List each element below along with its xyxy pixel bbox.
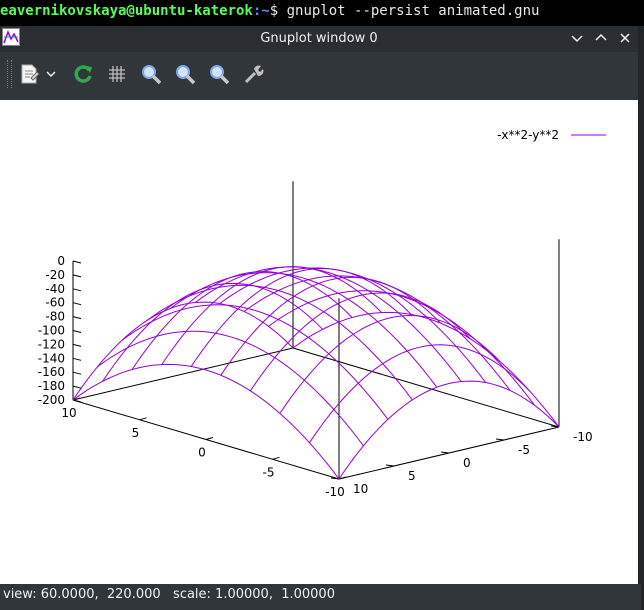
grid-icon[interactable] [102, 59, 132, 89]
z-tick-label: -120 [38, 337, 65, 351]
maximize-icon[interactable] [590, 26, 612, 52]
z-tick [72, 371, 82, 375]
y-tick [550, 425, 560, 428]
x-tick-label: 10 [61, 406, 76, 420]
status-bar: view: 60.0000, 220.000 scale: 1.00000, 1… [0, 584, 641, 610]
surface-isoline-y [72, 363, 340, 480]
y-tick [495, 438, 505, 441]
zoom-next-icon[interactable] [170, 59, 200, 89]
z-tick [72, 385, 82, 389]
autoscale-icon[interactable] [204, 59, 234, 89]
z-tick-label: -180 [38, 379, 65, 393]
x-tick-label: 0 [198, 446, 206, 460]
y-tick [330, 477, 340, 480]
x-tick [139, 417, 147, 421]
x-tick [205, 437, 214, 440]
export-icon[interactable] [14, 59, 44, 89]
surface-isoline-x [308, 344, 530, 444]
replot-icon[interactable] [68, 59, 98, 89]
z-tick-label: -80 [45, 310, 65, 324]
y-tick [440, 451, 450, 454]
z-tick-label: -60 [45, 296, 65, 310]
surface-isoline-x [220, 276, 442, 376]
z-tick-label: -200 [38, 393, 65, 407]
x-tick-label: 5 [132, 426, 140, 440]
surface-isoline-x [72, 301, 294, 401]
gnuplot-window: Gnuplot window 0 [0, 26, 641, 610]
z-tick [72, 343, 82, 347]
y-tick-label: -5 [518, 443, 530, 457]
z-tick [72, 274, 82, 278]
z-tick [72, 399, 82, 403]
surface-isoline-y [194, 266, 462, 382]
surface-isoline-x [131, 271, 353, 370]
z-tick [72, 330, 82, 333]
window-titlebar[interactable]: Gnuplot window 0 [0, 26, 638, 52]
y-tick-label: 5 [408, 469, 416, 483]
surface-isoline-y [121, 304, 389, 420]
terminal-output: eavernikovskaya@ubuntu-katerok:~$ gnuplo… [0, 0, 644, 26]
y-tick-label: -10 [573, 430, 593, 444]
surface-isoline-y [268, 290, 535, 406]
surface-isoline-y [97, 330, 364, 447]
close-icon[interactable] [614, 26, 636, 52]
base-edge-back-left [72, 347, 294, 401]
y-tick-label: 10 [353, 482, 368, 496]
x-tick [272, 456, 280, 460]
z-tick-label: -100 [38, 324, 65, 338]
terminal-prompt: $ [269, 3, 287, 19]
x-tick [338, 476, 347, 480]
surface-isoline-x [102, 282, 323, 382]
surface-plot: 0-20-40-60-80-100-120-140-160-180-200105… [38, 128, 606, 499]
plot-toolbar [0, 52, 638, 96]
base-edge-back-right [292, 347, 560, 428]
surface-isoline-x [161, 266, 383, 365]
z-tick-label: -20 [45, 268, 65, 282]
z-tick-label: -40 [45, 282, 65, 296]
background-window-edge [638, 26, 644, 610]
z-tick [72, 302, 82, 306]
y-tick-label: 0 [463, 456, 471, 470]
minimize-icon[interactable] [566, 26, 588, 52]
z-tick [72, 260, 82, 264]
settings-icon[interactable] [238, 59, 268, 89]
window-title: Gnuplot window 0 [260, 31, 378, 46]
x-tick-label: -5 [263, 465, 275, 479]
x-tick-label: -10 [325, 485, 345, 499]
z-tick [72, 357, 82, 361]
surface-isoline-y [170, 272, 438, 388]
z-tick [72, 288, 82, 292]
zoom-previous-icon[interactable] [136, 59, 166, 89]
terminal-command: gnuplot --persist animated.gnu [286, 3, 540, 19]
gnuplot-app-icon[interactable] [2, 28, 20, 46]
z-tick-label: -140 [38, 351, 65, 365]
dropdown-icon[interactable] [42, 59, 60, 89]
z-tick-label: -160 [38, 365, 65, 379]
legend-label: -x**2-y**2 [497, 128, 559, 142]
surface-isoline-x [279, 314, 501, 414]
surface-isoline-x [190, 267, 412, 367]
surface-isoline-y [292, 311, 560, 428]
surface-isoline-y [146, 284, 413, 401]
terminal-user-host: eavernikovskaya@ubuntu-katerok [0, 3, 253, 19]
y-tick [385, 464, 395, 467]
toolbar-grip[interactable] [7, 60, 12, 88]
surface-isoline-x [249, 292, 471, 392]
z-tick-label: 0 [57, 254, 65, 268]
plot-canvas[interactable]: 0 -20 -40 -60 -80 -100 -120 -140 -160 -180 -200 10 5… [0, 100, 638, 584]
surface-isoline-x [338, 380, 560, 480]
terminal-path: :~ [252, 3, 270, 19]
z-tick [72, 316, 82, 320]
